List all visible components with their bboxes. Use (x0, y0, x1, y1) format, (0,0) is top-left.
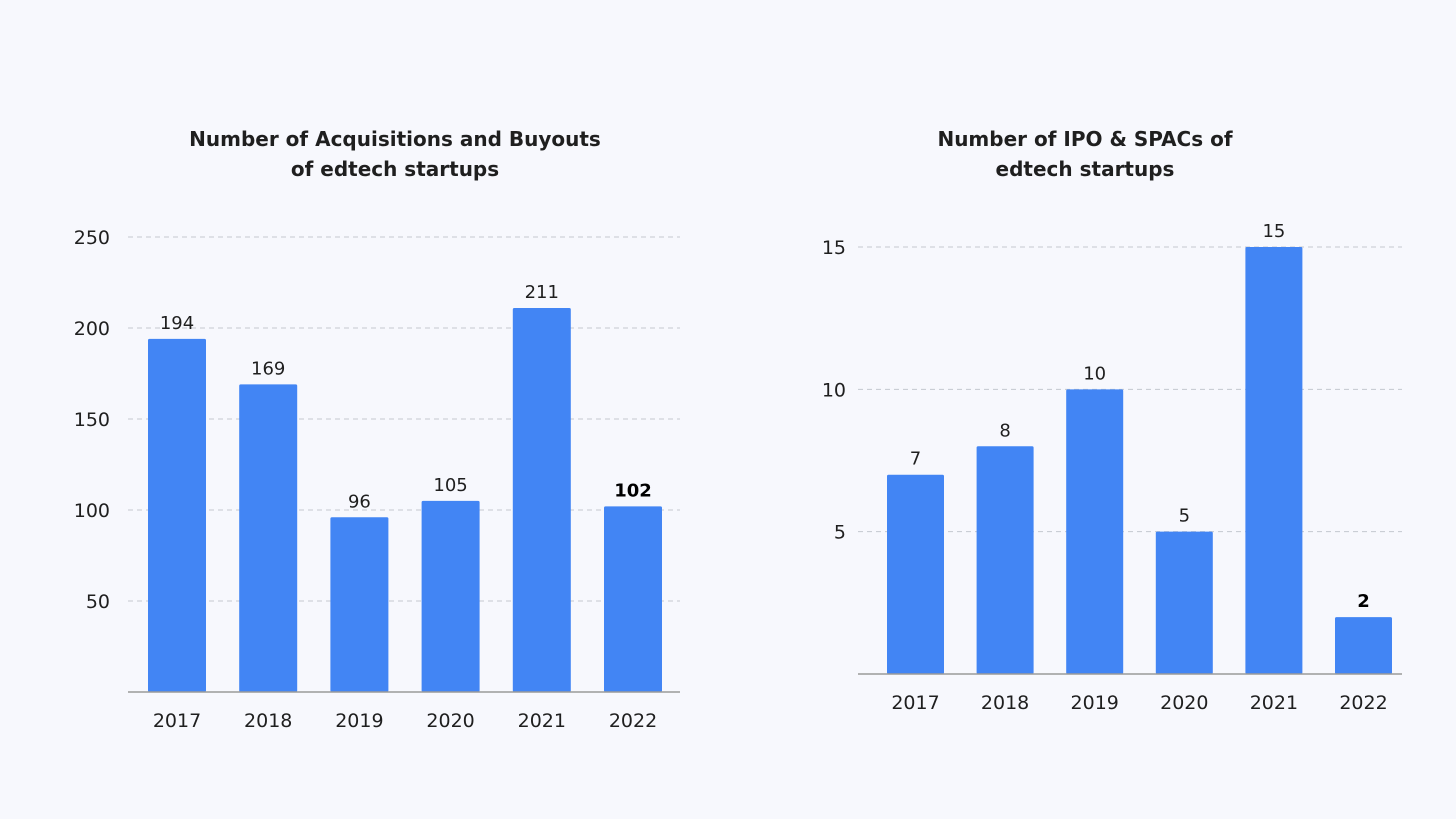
acq-x-tick-label-2021: 2021 (518, 710, 566, 732)
acq-x-tick-label-2018: 2018 (244, 710, 292, 732)
acq-x-tick-label-2019: 2019 (335, 710, 383, 732)
ipo-y-tick-label-15: 15 (822, 237, 846, 259)
acq-bar-2021 (512, 307, 571, 692)
acq-bar-2017 (148, 338, 206, 692)
acq-y-tick-label-100: 100 (74, 500, 110, 522)
acq-value-label-2019: 96 (348, 491, 371, 512)
left-chart-title-line-1: Number of Acquisitions and Buyouts (189, 127, 601, 151)
acq-x-tick-label-2017: 2017 (153, 710, 201, 732)
acq-value-label-2017: 194 (160, 313, 194, 334)
acq-value-label-2020: 105 (433, 475, 467, 496)
ipo-value-label-2018: 8 (999, 420, 1010, 441)
ipo-y-tick-label-5: 5 (834, 522, 846, 544)
left-chart-title-line-2: of edtech startups (290, 157, 500, 181)
acq-bar-2018 (239, 384, 298, 692)
ipo-x-tick-label-2017: 2017 (891, 692, 939, 714)
acq-bar-2019 (330, 517, 389, 692)
acq-y-tick-label-250: 250 (74, 227, 110, 249)
acq-y-tick-label-150: 150 (74, 409, 110, 431)
ipo-x-tick-label-2019: 2019 (1071, 692, 1119, 714)
acq-bar-2022 (604, 506, 662, 692)
acq-x-tick-label-2022: 2022 (609, 710, 657, 732)
ipo-value-label-2019: 10 (1083, 363, 1106, 384)
right-chart-title-line-1: Number of IPO & SPACs of (937, 127, 1233, 151)
acq-value-label-2022: 102 (614, 480, 652, 501)
ipo-bar-2022 (1335, 617, 1392, 674)
ipo-value-label-2021: 15 (1262, 221, 1285, 242)
ipo-x-tick-label-2022: 2022 (1339, 692, 1387, 714)
ipo-bar-2017 (887, 474, 944, 674)
right-chart-title: Number of IPO & SPACs of edtech startups (880, 124, 1290, 184)
ipo-y-tick-label-10: 10 (822, 379, 846, 401)
acq-value-label-2018: 169 (251, 358, 285, 379)
ipo-value-label-2017: 7 (910, 449, 921, 470)
ipo-value-label-2020: 5 (1179, 506, 1190, 527)
ipo-x-tick-label-2021: 2021 (1250, 692, 1298, 714)
acq-value-label-2021: 211 (525, 282, 559, 303)
ipo-x-tick-label-2018: 2018 (981, 692, 1029, 714)
right-chart-title-line-2: edtech startups (995, 157, 1175, 181)
ipo-bar-2019 (1066, 389, 1124, 674)
ipo-bar-2018 (976, 446, 1034, 674)
acq-bar-2020 (421, 500, 480, 692)
ipo-bar-2020 (1155, 531, 1213, 674)
acq-y-tick-label-50: 50 (86, 591, 110, 613)
ipo-x-tick-label-2020: 2020 (1160, 692, 1208, 714)
ipo-bar-2021 (1245, 247, 1303, 674)
acq-y-tick-label-200: 200 (74, 318, 110, 340)
left-chart-title: Number of Acquisitions and Buyouts of ed… (150, 124, 640, 184)
ipo-value-label-2022: 2 (1357, 591, 1370, 612)
acq-x-tick-label-2020: 2020 (426, 710, 474, 732)
